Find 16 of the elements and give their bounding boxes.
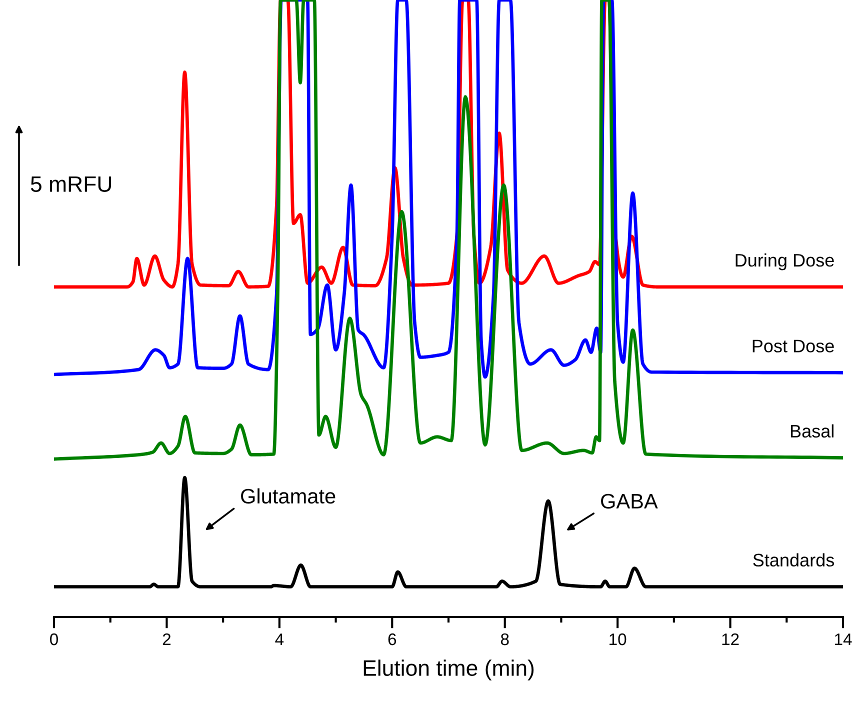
x-tick-label: 10 xyxy=(610,633,626,646)
series-label: Basal xyxy=(790,424,834,438)
x-tick-label: 12 xyxy=(722,633,739,646)
x-tick-label: 0 xyxy=(50,633,58,646)
x-tick-label: 2 xyxy=(162,633,171,646)
annotation: GABA xyxy=(601,494,658,509)
series-label: Standards xyxy=(753,553,834,567)
x-axis-title: Elution time (min) xyxy=(364,660,534,680)
x-tick-label: 6 xyxy=(388,633,396,646)
series-label: Post Dose xyxy=(752,340,834,352)
x-tick-label: 4 xyxy=(275,634,284,646)
series-label: During Dose xyxy=(736,253,834,270)
x-tick-label: 8 xyxy=(500,633,509,646)
annotation: 5 mRFU xyxy=(30,176,111,192)
annotation: Glutamate xyxy=(241,488,336,504)
x-tick-label: 14 xyxy=(835,634,852,646)
